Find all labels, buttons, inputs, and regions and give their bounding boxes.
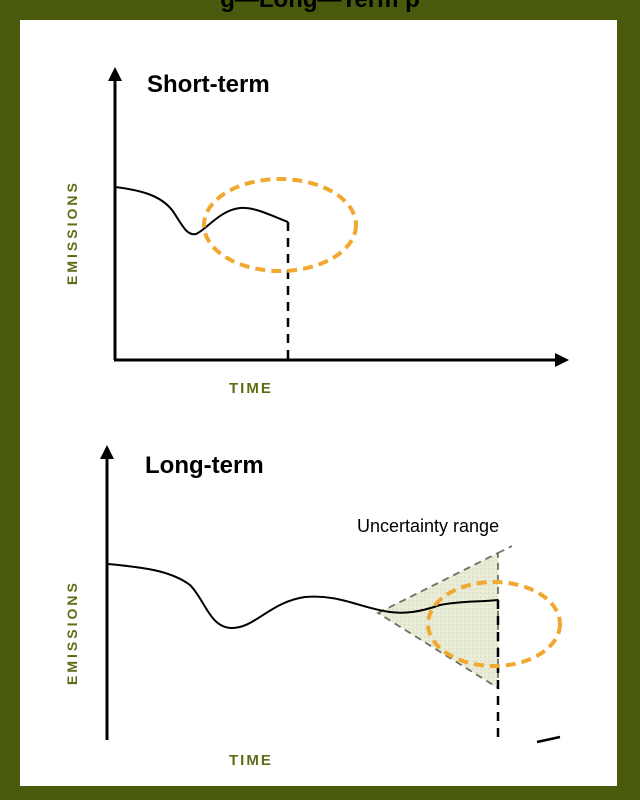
short-term-y-label: EMISSIONS: [64, 180, 80, 285]
long-term-x-axis-stub: [536, 735, 561, 744]
diagram-panel: [20, 20, 617, 786]
short-term-panel: Short-term EMISSIONS TIME: [64, 67, 569, 397]
long-term-focus-ellipse: [426, 580, 562, 668]
short-term-title: Short-term: [147, 71, 270, 98]
long-term-y-label: EMISSIONS: [64, 580, 80, 685]
uncertainty-upper-extension: [497, 545, 513, 554]
uncertainty-range-label: Uncertainty range: [357, 516, 499, 536]
short-term-focus-ellipse: [202, 177, 358, 273]
long-term-panel: Long-term Uncertainty range EMISSIONS TI…: [64, 445, 562, 769]
long-term-emissions-curve: [107, 563, 499, 630]
short-term-emissions-curve: [114, 186, 289, 236]
long-term-x-label: TIME: [229, 752, 273, 769]
figure-heading: g—Long—Term p: [0, 0, 640, 14]
short-term-x-label: TIME: [229, 380, 273, 397]
uncertainty-range-region: [376, 551, 499, 690]
long-term-title: Long-term: [145, 452, 264, 479]
